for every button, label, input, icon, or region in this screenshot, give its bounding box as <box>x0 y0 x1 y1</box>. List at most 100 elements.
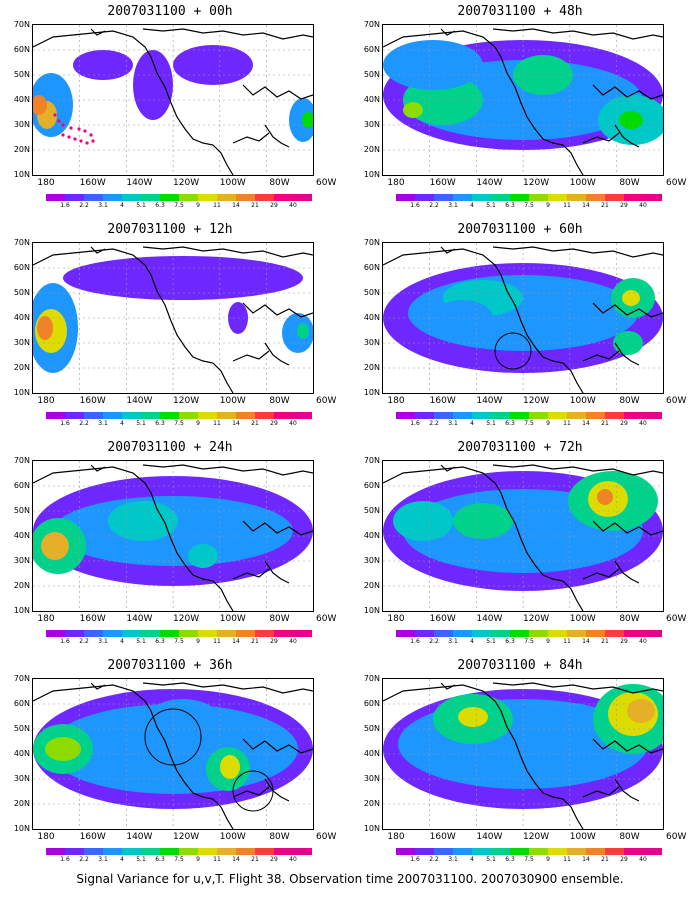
colorbar-swatch <box>453 194 472 201</box>
panel-title: 2007031100 + 12h <box>107 222 233 237</box>
lon-label: 180 <box>37 178 55 188</box>
colorbar-label: 4 <box>120 638 124 645</box>
colorbar-label: 1.6 <box>60 420 70 427</box>
lat-label: 30N <box>13 774 30 783</box>
colorbar-label: 40 <box>289 420 297 427</box>
colorbar-label: 11 <box>563 420 571 427</box>
colorbar-label: 29 <box>620 638 628 645</box>
target-circle <box>494 332 532 370</box>
colorbar-label: 2.2 <box>79 856 89 863</box>
colorbar-label: 21 <box>601 856 609 863</box>
lat-label: 70N <box>363 20 380 29</box>
coastline <box>383 246 663 393</box>
lon-label: 180 <box>37 396 55 406</box>
colorbar-swatch <box>472 848 491 855</box>
colorbar-label: 6.3 <box>505 202 515 209</box>
colorbar-swatch <box>293 630 312 637</box>
lat-label: 10N <box>363 388 380 397</box>
colorbar-swatch <box>415 630 434 637</box>
lon-label: 180 <box>387 178 405 188</box>
colorbar-swatch <box>198 848 217 855</box>
lat-label: 70N <box>363 674 380 683</box>
lon-label: 80W <box>269 178 290 188</box>
lat-label: 40N <box>13 749 30 758</box>
colorbar-label: 3.1 <box>448 856 458 863</box>
graticule <box>383 243 663 393</box>
colorbar-label: 21 <box>251 856 259 863</box>
colorbar-label: 29 <box>270 856 278 863</box>
graticule <box>383 25 663 175</box>
variance-contour <box>622 290 640 306</box>
lat-label: 10N <box>363 170 380 179</box>
colorbar-label: 5.1 <box>136 420 146 427</box>
colorbar-swatch <box>84 412 103 419</box>
colorbar-swatch <box>236 194 255 201</box>
colorbar-swatch <box>236 848 255 855</box>
lon-label: 80W <box>269 396 290 406</box>
lon-label: 120W <box>173 396 200 406</box>
colorbar-label: 21 <box>251 638 259 645</box>
lat-label: 60N <box>13 699 30 708</box>
map-frame <box>382 24 664 176</box>
colorbar <box>46 848 312 855</box>
colorbar-swatch <box>274 848 293 855</box>
lat-label: 20N <box>13 581 30 590</box>
lon-label: 100W <box>219 614 246 624</box>
colorbar-swatch <box>255 848 274 855</box>
lat-label: 40N <box>13 313 30 322</box>
map-panel: 2007031100 + 00h 70N 60N 50N 40N 30N 20N 10N 180… <box>0 0 340 210</box>
lon-label: 100W <box>569 396 596 406</box>
variance-map <box>383 25 663 175</box>
lat-label: 30N <box>13 120 30 129</box>
lat-label: 60N <box>363 263 380 272</box>
colorbar-label: 11 <box>563 856 571 863</box>
lon-label: 60W <box>316 178 337 188</box>
colorbar-label: 2.2 <box>429 202 439 209</box>
colorbar-label: 9 <box>196 420 200 427</box>
map-frame <box>382 242 664 394</box>
colorbar-label: 5.1 <box>486 420 496 427</box>
colorbar-label: 40 <box>639 856 647 863</box>
colorbar-swatch <box>84 630 103 637</box>
colorbar-label: 7.5 <box>524 202 534 209</box>
map-frame <box>32 242 314 394</box>
colorbar-swatch <box>217 630 236 637</box>
map-panel: 2007031100 + 36h 70N 60N 50N 40N 30N 20N 10N 180… <box>0 654 340 864</box>
colorbar-label: 21 <box>601 202 609 209</box>
colorbar-swatch <box>160 848 179 855</box>
colorbar-label: 7.5 <box>524 420 534 427</box>
colorbar-label: 29 <box>620 202 628 209</box>
colorbar-label: 1.6 <box>60 638 70 645</box>
panel-title: 2007031100 + 36h <box>107 658 233 673</box>
panel-title: 2007031100 + 00h <box>107 4 233 19</box>
colorbar-label: 40 <box>639 420 647 427</box>
lon-label: 80W <box>269 832 290 842</box>
lon-label: 60W <box>666 396 687 406</box>
colorbar-swatch <box>122 630 141 637</box>
colorbar-label: 9 <box>546 420 550 427</box>
coastline <box>383 464 663 611</box>
lat-label: 60N <box>363 481 380 490</box>
colorbar-swatch <box>179 630 198 637</box>
colorbar-label: 2.2 <box>429 638 439 645</box>
lon-label: 60W <box>316 396 337 406</box>
lat-label: 10N <box>13 824 30 833</box>
lon-label: 160W <box>79 178 106 188</box>
lon-label: 80W <box>619 832 640 842</box>
lat-label: 70N <box>363 238 380 247</box>
lon-label: 140W <box>126 614 153 624</box>
colorbar-swatch <box>84 848 103 855</box>
colorbar-label: 3.1 <box>98 856 108 863</box>
colorbar-swatch <box>453 848 472 855</box>
lon-label: 180 <box>387 614 405 624</box>
colorbar-swatch <box>293 848 312 855</box>
lon-label: 180 <box>37 832 55 842</box>
colorbar-swatch <box>84 194 103 201</box>
lon-label: 100W <box>219 178 246 188</box>
lat-label: 20N <box>363 145 380 154</box>
colorbar-label: 3.1 <box>448 638 458 645</box>
colorbar-label: 29 <box>270 420 278 427</box>
colorbar-label: 1.6 <box>410 202 420 209</box>
panel-title: 2007031100 + 72h <box>457 440 583 455</box>
colorbar-swatch <box>46 630 65 637</box>
